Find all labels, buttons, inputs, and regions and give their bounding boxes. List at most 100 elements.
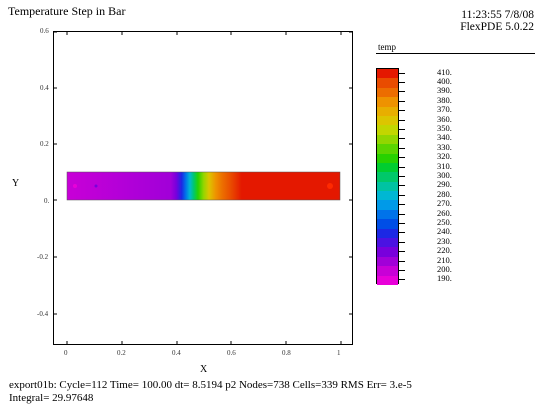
color-scale-cell [377,238,398,248]
color-scale-label: 250. [437,216,452,227]
color-scale-cell [377,144,398,155]
y-axis-ticks [53,31,353,315]
ytick-label: -0.4 [37,310,49,318]
color-scale-tick [399,138,405,140]
legend-title: temp [378,42,396,52]
ytick-label: -0.2 [37,253,49,261]
color-scale-tick [399,82,405,84]
color-scale-tick [399,147,405,149]
color-scale-label: 410. [437,66,452,77]
color-scale-tick [399,129,405,131]
max-marker [327,183,333,189]
min-marker [94,184,98,188]
color-scale-tick [399,157,405,159]
plot-area [53,31,353,345]
color-scale-tick [399,72,405,74]
color-scale-label: 400. [437,76,452,87]
color-scale-label: 220. [437,245,452,256]
bar-outline [66,171,341,201]
color-scale-label: 270. [437,198,452,209]
color-scale-cell [377,191,398,201]
header-info: 11:23:55 7/8/08 FlexPDE 5.0.22 [460,9,534,33]
legend-divider [376,53,535,54]
color-scale-cell [377,69,398,79]
edge-marker [73,184,77,188]
color-scale-tick [399,110,405,112]
color-scale-cell [377,106,398,117]
color-scale-cell [377,275,398,286]
xtick-label: 0.4 [172,349,181,357]
integral-line: Integral= 29.97648 [9,392,94,404]
color-scale-cell [377,153,398,164]
color-scale-cell [377,125,398,136]
color-scale-label: 340. [437,132,452,143]
color-scale-tick [399,100,405,102]
timestamp: 11:23:55 7/8/08 [461,9,534,21]
color-scale-label: 300. [437,170,452,180]
color-scale-label: 320. [437,151,452,162]
color-scale-tick [399,194,405,196]
color-scale-label: 290. [437,179,452,190]
color-scale-tick [399,269,405,271]
color-scale-cell [377,200,398,211]
color-scale-tick [399,119,405,121]
color-scale-tick [399,166,405,168]
xtick-label: 0.2 [117,349,126,357]
color-scale-label: 390. [437,85,452,96]
color-scale-cell [377,256,398,267]
color-scale-tick [399,176,405,177]
product-version: FlexPDE 5.0.22 [460,21,534,33]
color-scale-label: 240. [437,226,452,237]
x-axis-ticks [66,31,342,345]
color-scale-cell [377,247,398,258]
color-scale-tick [399,213,405,215]
color-scale-label: 360. [437,113,452,124]
xtick-label: 0.6 [227,349,236,357]
color-scale-cell [377,209,398,220]
color-scale-tick [399,251,405,253]
color-scale-cell [377,97,398,108]
y-axis-label: Y [12,178,20,189]
color-scale-label: 190. [437,273,452,284]
x-axis-label: X [200,364,208,375]
color-scale-cell [377,115,398,126]
color-scale-tick [399,279,405,281]
color-scale-label: 230. [437,235,452,246]
color-scale-label: 260. [437,207,452,218]
ytick-label: 0.6 [40,27,49,35]
color-scale-tick [399,232,405,234]
color-scale-label: 310. [437,160,452,171]
color-scale-cell [377,228,398,239]
color-scale-label: 330. [437,141,452,152]
color-scale-label: 210. [437,254,452,265]
xtick-label: 0.8 [282,349,291,357]
color-scale-tick [399,185,405,187]
color-scale-label: 370. [437,104,452,115]
xtick-label: 1 [337,349,341,357]
status-line: export01b: Cycle=112 Time= 100.00 dt= 8.… [9,379,412,391]
color-scale-label: 280. [437,188,452,199]
color-scale [376,68,399,286]
color-scale-cell [377,266,398,277]
color-scale-cell [377,134,398,145]
ytick-label: 0. [44,197,50,205]
color-scale-tick [399,222,405,224]
color-scale-tick [399,91,405,93]
color-scale-cell [377,87,398,98]
color-scale-label: 380. [437,94,452,105]
color-scale-cell [377,219,398,230]
color-scale-label: 350. [437,123,452,134]
xtick-label: 0 [64,349,68,357]
ytick-label: 0.2 [40,140,49,148]
color-scale-tick [399,204,405,206]
color-scale-tick [399,260,405,262]
color-scale-cell [377,78,398,89]
color-scale-cell [377,172,398,183]
color-scale-label: 200. [437,263,452,274]
color-scale-cell [377,162,398,173]
color-scale-tick [399,241,405,243]
ytick-label: 0.4 [40,84,49,92]
plot-title: Temperature Step in Bar [8,4,126,18]
temperature-bar [67,172,340,200]
